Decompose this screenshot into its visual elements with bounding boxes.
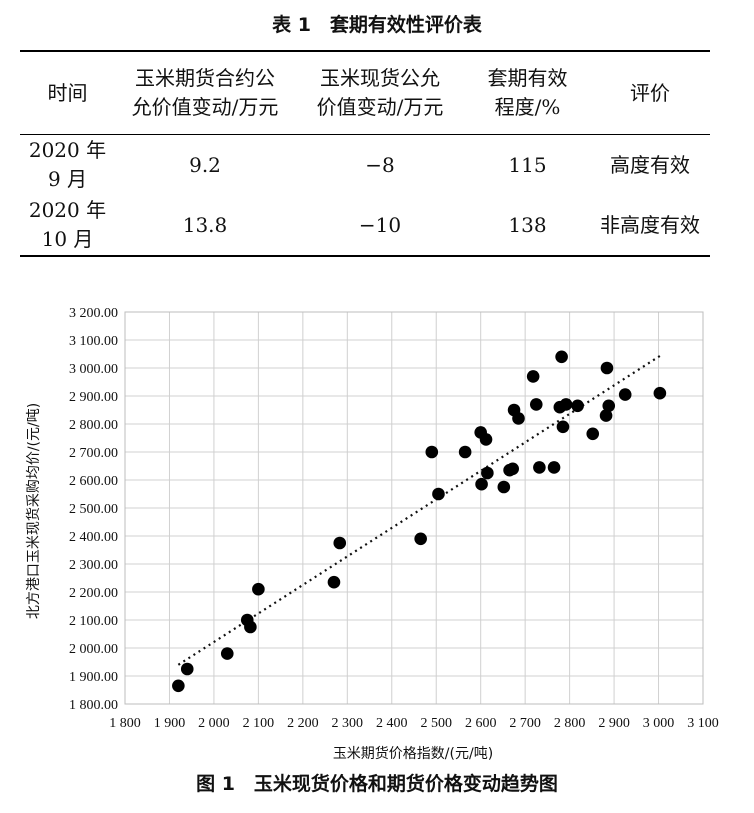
chart-grid <box>124 311 704 705</box>
data-point <box>244 620 257 634</box>
y-tick-label: 1 900.00 <box>69 670 118 685</box>
data-point <box>180 662 194 676</box>
x-tick-label: 2 800 <box>554 716 586 731</box>
data-point <box>432 487 445 501</box>
data-point <box>559 398 573 411</box>
y-tick-label: 2 900.00 <box>69 390 118 405</box>
x-tick-label: 2 900 <box>598 716 630 731</box>
x-tick-label: 2 300 <box>332 716 364 731</box>
data-point <box>529 398 543 411</box>
table-row: 2020 年 10 月 13.8 −10 138 非高度有效 <box>20 195 710 256</box>
header-time: 时间 <box>47 80 88 105</box>
y-tick-label: 2 000.00 <box>69 642 118 657</box>
x-tick-label: 2 100 <box>243 716 275 731</box>
data-points <box>172 350 667 693</box>
y-tick-label: 2 800.00 <box>69 418 118 433</box>
x-tick-label: 1 900 <box>154 716 186 731</box>
data-point <box>475 477 488 491</box>
x-tick-label: 1 800 <box>109 716 141 731</box>
data-point <box>556 420 570 434</box>
x-axis-title: 玉米期货价格指数/(元/吨) <box>333 745 493 762</box>
data-point <box>618 388 632 401</box>
y-tick-label: 3 100.00 <box>69 334 118 349</box>
table-title: 表 1 套期有效性评价表 <box>272 14 482 36</box>
cell-degree: 115 <box>508 152 547 177</box>
data-point <box>252 582 265 596</box>
header-hedge-degree: 套期有效 程度/% <box>487 66 568 119</box>
data-point <box>533 461 546 474</box>
cell-spot: −10 <box>358 212 402 237</box>
data-point <box>327 575 341 589</box>
cell-futures: 9.2 <box>189 152 221 177</box>
data-point <box>506 462 520 476</box>
data-point <box>497 480 511 494</box>
y-axis-title: 北方港口玉米现货采购均价/(元/吨) <box>25 403 42 619</box>
table-header-row: 时间 玉米期货合约公 允价值变动/万元 玉米现货公允 价值变动/万元 套期有效 程度/… <box>20 51 710 135</box>
y-tick-label: 3 200.00 <box>69 306 118 321</box>
data-point <box>333 536 347 550</box>
data-point <box>220 647 234 660</box>
y-tick-label: 2 700.00 <box>69 446 118 461</box>
data-point <box>571 399 584 413</box>
header-rating: 评价 <box>630 80 670 105</box>
y-tick-label: 1 800.00 <box>69 698 118 713</box>
evaluation-table: 时间 玉米期货合约公 允价值变动/万元 玉米现货公允 价值变动/万元 套期有效 程度/… <box>20 50 710 257</box>
data-point <box>653 386 667 400</box>
y-tick-label: 2 600.00 <box>69 474 118 489</box>
cell-rating: 非高度有效 <box>600 212 700 237</box>
x-tick-label: 2 000 <box>198 716 230 731</box>
x-tick-label: 2 500 <box>420 716 452 731</box>
y-axis-ticks: 1 800.00 1 900.00 2 000.00 2 100.00 2 200.00… <box>69 306 118 713</box>
y-tick-label: 2 500.00 <box>69 502 118 517</box>
y-tick-label: 2 200.00 <box>69 586 118 601</box>
y-tick-label: 3 000.00 <box>69 362 118 377</box>
x-tick-label: 3 000 <box>643 716 675 731</box>
data-point <box>602 399 616 413</box>
header-spot-value-change: 玉米现货公允 价值变动/万元 <box>316 66 444 119</box>
data-point <box>555 350 568 364</box>
data-point <box>526 370 540 383</box>
cell-time: 2020 年 10 月 <box>28 198 107 251</box>
plot-area-border <box>124 311 704 705</box>
data-point <box>481 466 494 480</box>
data-point <box>600 361 614 375</box>
data-point <box>425 445 439 459</box>
y-tick-label: 2 400.00 <box>69 530 118 545</box>
header-futures-value-change: 玉米期货合约公 允价值变动/万元 <box>131 66 279 119</box>
data-point <box>512 412 525 425</box>
x-tick-label: 2 400 <box>376 716 408 731</box>
data-point <box>458 445 472 459</box>
x-axis-ticks: 1 800 1 900 2 000 2 100 2 200 2 300 2 400 2 500… <box>109 716 719 731</box>
x-tick-label: 3 100 <box>687 716 719 731</box>
data-point <box>586 427 600 441</box>
cell-spot: −8 <box>365 152 395 177</box>
y-tick-label: 2 100.00 <box>69 614 118 629</box>
cell-degree: 138 <box>508 212 547 237</box>
data-point <box>479 433 493 446</box>
x-tick-label: 2 700 <box>509 716 541 731</box>
y-tick-label: 2 300.00 <box>69 558 118 573</box>
data-point <box>414 532 427 546</box>
data-point <box>172 679 185 693</box>
cell-futures: 13.8 <box>182 212 228 237</box>
data-point <box>547 461 561 474</box>
x-tick-label: 2 600 <box>465 716 497 731</box>
figure-caption: 图 1 玉米现货价格和期货价格变动趋势图 <box>196 773 558 795</box>
x-tick-label: 2 200 <box>287 716 319 731</box>
scatter-chart: 1 800.00 1 900.00 2 000.00 2 100.00 2 200.00… <box>25 306 719 762</box>
cell-rating: 高度有效 <box>610 152 690 177</box>
data-point <box>599 409 613 422</box>
